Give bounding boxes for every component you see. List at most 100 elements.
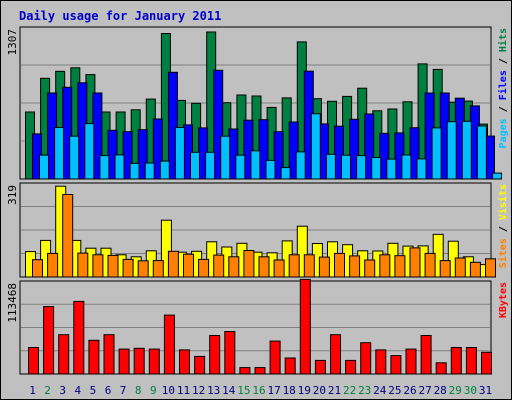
bar-kbytes-day-23 xyxy=(360,342,372,375)
bar-visits-day-10 xyxy=(160,219,172,278)
bar-sites-day-10 xyxy=(167,250,179,278)
bar-kbytes-day-15 xyxy=(239,367,251,375)
bar-files-day-21 xyxy=(334,125,344,180)
bar-sites-day-5 xyxy=(92,254,104,278)
bar-kbytes-day-18 xyxy=(284,357,296,375)
bar-pages-day-4 xyxy=(84,123,95,180)
bar-kbytes-day-8 xyxy=(133,347,145,375)
bar-pages-day-29 xyxy=(461,120,472,180)
bar-kbytes-day-7 xyxy=(118,348,130,375)
bar-pages-day-20 xyxy=(325,153,336,180)
day-label-10: 10 xyxy=(162,384,175,397)
day-label-21: 21 xyxy=(328,384,341,397)
bar-pages-day-3 xyxy=(69,135,80,180)
bar-pages-day-27 xyxy=(431,127,442,180)
bar-files-day-17 xyxy=(273,131,284,180)
day-label-29: 29 xyxy=(449,384,462,397)
bar-kbytes-day-3 xyxy=(58,334,70,375)
bar-kbytes-day-25 xyxy=(390,355,402,375)
day-label-19: 19 xyxy=(298,384,311,397)
bar-sites-day-26 xyxy=(409,247,421,278)
bar-kbytes-day-20 xyxy=(314,359,326,375)
bar-kbytes-day-30 xyxy=(465,347,477,375)
bar-kbytes-day-9 xyxy=(148,348,160,375)
day-label-31: 31 xyxy=(479,384,492,397)
bar-kbytes-day-1 xyxy=(28,347,39,375)
bar-sites-day-4 xyxy=(77,252,89,278)
bar-sites-day-27 xyxy=(424,252,436,278)
bar-sites-day-22 xyxy=(349,255,361,278)
day-label-30: 30 xyxy=(464,384,477,397)
bar-kbytes-day-14 xyxy=(224,331,236,375)
bar-pages-day-7 xyxy=(129,162,140,180)
day-label-25: 25 xyxy=(388,384,401,397)
bar-sites-day-30 xyxy=(469,261,481,278)
chart-title: Daily usage for January 2011 xyxy=(19,9,222,23)
day-label-11: 11 xyxy=(177,384,190,397)
legend-entry-kbytes: KBytes xyxy=(498,282,509,318)
day-label-14: 14 xyxy=(222,384,236,397)
bar-kbytes-day-12 xyxy=(194,355,206,375)
bar-kbytes-day-16 xyxy=(254,367,266,375)
bar-sites-day-12 xyxy=(198,258,210,278)
bar-kbytes-day-21 xyxy=(330,334,341,375)
bar-files-day-18 xyxy=(288,121,299,180)
day-label-18: 18 xyxy=(283,384,296,397)
bar-kbytes-day-10 xyxy=(163,314,175,375)
bar-kbytes-day-4 xyxy=(73,300,85,375)
bar-files-day-16 xyxy=(258,119,269,180)
bar-files-day-8 xyxy=(137,129,148,180)
bar-pages-day-21 xyxy=(341,154,351,180)
bar-pages-day-25 xyxy=(401,154,412,180)
bar-kbytes-day-27 xyxy=(420,335,432,375)
legend-entry-files: Files xyxy=(497,70,509,100)
bar-sites-day-25 xyxy=(394,255,406,278)
day-label-13: 13 xyxy=(207,384,220,397)
panel-hits-files-pages-legend: Pages / Files / Hits xyxy=(497,28,509,148)
day-label-12: 12 xyxy=(192,384,205,397)
bar-kbytes-day-11 xyxy=(179,349,190,375)
bar-pages-day-8 xyxy=(144,162,155,180)
bar-kbytes-day-24 xyxy=(375,349,387,375)
bar-pages-day-2 xyxy=(54,127,65,180)
bar-kbytes-day-22 xyxy=(345,359,357,375)
bar-sites-day-1 xyxy=(32,259,43,278)
bar-kbytes-day-6 xyxy=(103,334,115,375)
legend-entry-hits: Hits xyxy=(497,28,509,52)
day-label-8: 8 xyxy=(135,384,142,397)
bar-kbytes-day-29 xyxy=(450,347,462,375)
bar-files-day-24 xyxy=(379,132,390,180)
legend-separator: / xyxy=(498,220,509,238)
bar-files-day-23 xyxy=(364,113,375,180)
panel-visits-sites-legend: Sites / Visits xyxy=(497,184,509,268)
bar-kbytes-day-17 xyxy=(269,340,281,375)
bar-pages-day-14 xyxy=(235,154,246,180)
bar-files-day-15 xyxy=(243,119,254,180)
bar-pages-day-19 xyxy=(310,113,321,180)
bar-sites-day-28 xyxy=(439,260,451,278)
bar-sites-day-19 xyxy=(303,254,315,278)
panel-hits-files-pages-ymax-label: 1307 xyxy=(6,29,19,56)
bar-sites-day-17 xyxy=(273,259,285,278)
bar-files-day-13 xyxy=(213,69,224,180)
bar-sites-day-2 xyxy=(47,252,59,278)
bar-kbytes-day-26 xyxy=(405,348,417,375)
day-label-15: 15 xyxy=(237,384,250,397)
bar-pages-day-5 xyxy=(99,155,110,180)
bar-kbytes-day-13 xyxy=(209,335,221,375)
panel-visits-sites-ymax-label: 319 xyxy=(6,185,19,205)
day-label-4: 4 xyxy=(74,384,81,397)
bar-pages-day-12 xyxy=(205,151,216,180)
bar-kbytes-day-28 xyxy=(435,362,447,375)
day-label-7: 7 xyxy=(120,384,127,397)
day-label-1: 1 xyxy=(29,384,36,397)
bar-pages-day-13 xyxy=(220,135,231,180)
day-label-20: 20 xyxy=(313,384,326,397)
bar-sites-day-13 xyxy=(213,254,225,278)
day-label-24: 24 xyxy=(373,384,387,397)
bar-pages-day-15 xyxy=(250,150,261,180)
bar-sites-day-18 xyxy=(288,254,300,278)
bar-sites-day-9 xyxy=(152,260,164,278)
